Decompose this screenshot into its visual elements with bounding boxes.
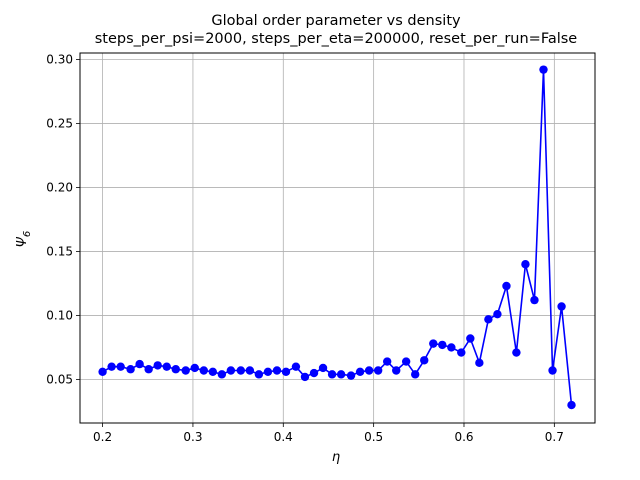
y-tick-label: 0.20 [46,180,73,194]
data-series [98,65,576,410]
data-point [355,367,365,376]
data-point [181,366,190,375]
x-tick-label: 0.6 [454,430,473,444]
data-point [567,400,576,410]
data-point [411,370,420,379]
data-point [539,65,548,74]
data-point [199,366,208,375]
data-point [438,340,447,350]
data-point [318,363,328,373]
data-point [254,370,264,379]
data-point [327,370,337,379]
data-point [447,343,456,352]
data-point [548,366,557,375]
data-point [557,302,566,311]
data-point [336,370,346,379]
data-point [291,362,301,371]
data-point [272,366,282,375]
data-point [171,365,180,374]
y-axis-ticks: 0.05 0.10 0.15 0.20 0.25 0.30 [46,52,80,386]
y-axis-label-subscript: 6 [22,231,33,237]
data-point [420,356,429,365]
y-tick-label: 0.25 [46,116,73,130]
data-point [116,362,125,371]
data-point [484,315,493,324]
data-point [98,367,107,376]
y-tick-label: 0.15 [46,244,73,258]
data-point [346,371,356,380]
y-axis-label: Ψ6 [15,231,33,248]
y-tick-label: 0.05 [46,372,73,386]
data-point [457,348,466,357]
data-point [521,260,530,269]
data-point [144,365,153,374]
grid-lines [80,53,595,423]
data-point [217,370,227,379]
data-point [475,358,484,368]
x-tick-label: 0.2 [93,430,112,444]
x-tick-label: 0.3 [183,430,202,444]
x-tick-label: 0.7 [545,430,564,444]
data-point [126,365,135,374]
x-tick-label: 0.5 [364,430,383,444]
y-tick-label: 0.30 [46,52,73,66]
x-axis-ticks: 0.2 0.3 0.4 0.5 0.6 0.7 [93,423,564,444]
chart-title: Global order parameter vs density [211,13,461,29]
data-point [236,366,246,375]
data-point [153,361,162,370]
data-point [382,357,392,366]
data-point [107,362,116,371]
data-point [162,362,171,371]
data-point [429,339,438,348]
axes-frame [79,52,596,424]
data-point [493,309,502,319]
data-point [281,367,291,376]
data-point [530,295,539,305]
series-line [102,68,573,406]
y-axis-label-main: Ψ [15,236,30,247]
x-tick-label: 0.4 [274,430,293,444]
data-point [373,366,383,375]
data-point [135,359,144,369]
data-point [401,357,411,366]
data-point [245,366,255,375]
chart-subtitle: steps_per_psi=2000, steps_per_eta=200000… [95,31,578,47]
data-point [263,367,273,376]
data-point [466,334,475,343]
data-point [190,363,199,373]
y-tick-label: 0.10 [46,308,73,322]
data-point [226,366,236,375]
data-point [512,348,521,357]
data-point [208,367,218,376]
data-point [392,366,401,375]
data-point [300,372,310,382]
data-point [502,281,511,291]
data-point [364,366,374,375]
x-axis-label: η [332,450,340,465]
data-point [309,368,319,378]
